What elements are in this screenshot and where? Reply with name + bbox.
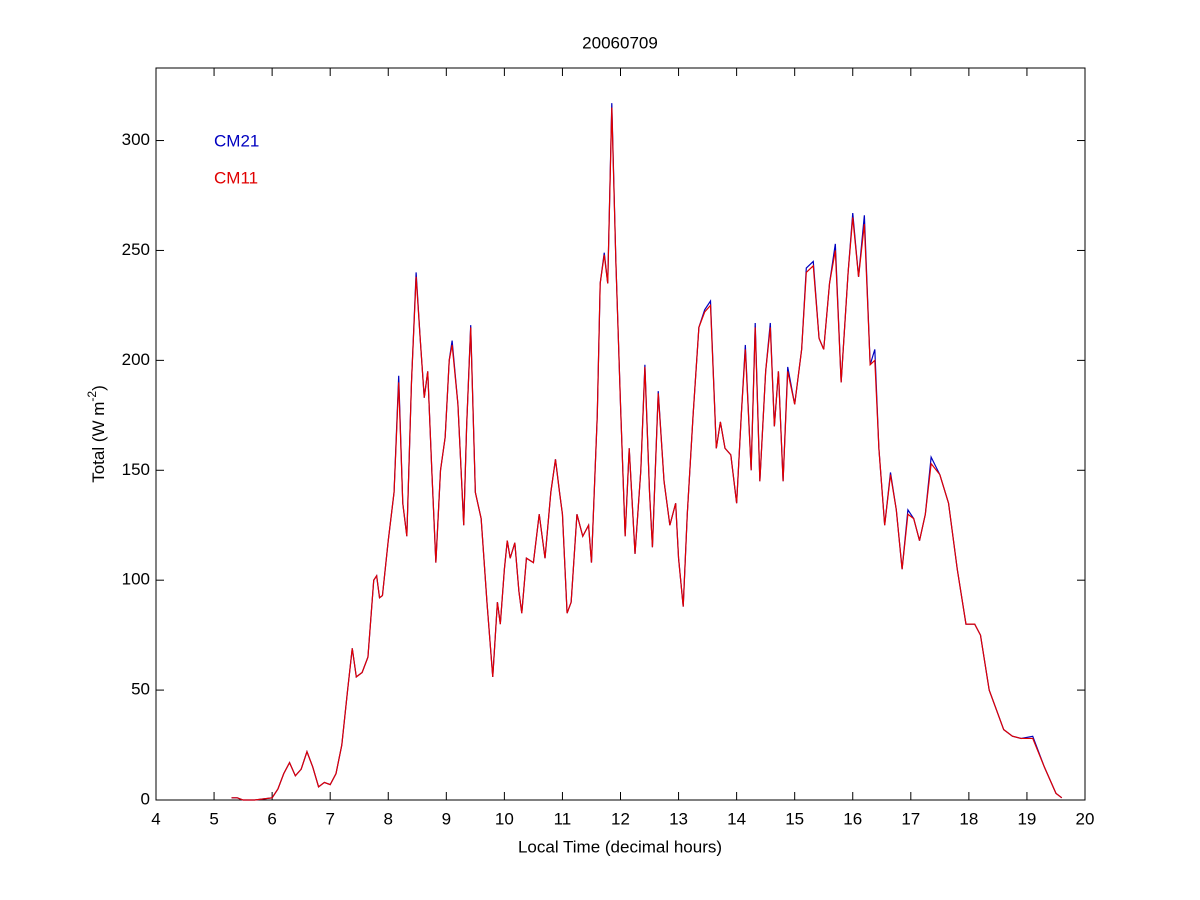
x-tick-label: 14: [727, 809, 746, 828]
x-tick-label: 6: [267, 809, 276, 828]
x-tick-label: 20: [1076, 809, 1095, 828]
y-axis-label: Total (W m-2): [85, 385, 108, 483]
x-axis-label: Local Time (decimal hours): [518, 837, 722, 856]
legend-entry: CM11: [214, 168, 258, 187]
y-label-sup: -2: [85, 391, 99, 402]
x-tick-label: 12: [611, 809, 630, 828]
x-tick-label: 8: [384, 809, 393, 828]
x-tick-label: 4: [151, 809, 160, 828]
x-tick-label: 16: [843, 809, 862, 828]
x-tick-label: 10: [495, 809, 514, 828]
y-tick-label: 250: [122, 240, 150, 259]
x-tick-label: 15: [785, 809, 804, 828]
y-tick-label: 50: [131, 680, 150, 699]
y-label-suffix: ): [89, 385, 108, 391]
legend-entry: CM21: [214, 131, 259, 150]
x-tick-label: 18: [959, 809, 978, 828]
chart-title: 20060709: [582, 33, 658, 52]
axes-box: [155, 67, 1086, 801]
x-tick-label: 9: [442, 809, 451, 828]
y-tick-label: 300: [122, 130, 150, 149]
x-tick-label: 7: [325, 809, 334, 828]
x-tick-label: 17: [901, 809, 920, 828]
x-tick-label: 13: [669, 809, 688, 828]
y-tick-label: 150: [122, 460, 150, 479]
y-tick-label: 0: [141, 789, 150, 808]
y-label-text: Total (W m: [89, 402, 108, 483]
y-tick-label: 200: [122, 350, 150, 369]
x-tick-label: 11: [554, 809, 572, 828]
series-line: [231, 107, 1063, 801]
x-tick-label: 5: [209, 809, 218, 828]
x-tick-label: 19: [1017, 809, 1036, 828]
y-tick-label: 100: [122, 570, 150, 589]
